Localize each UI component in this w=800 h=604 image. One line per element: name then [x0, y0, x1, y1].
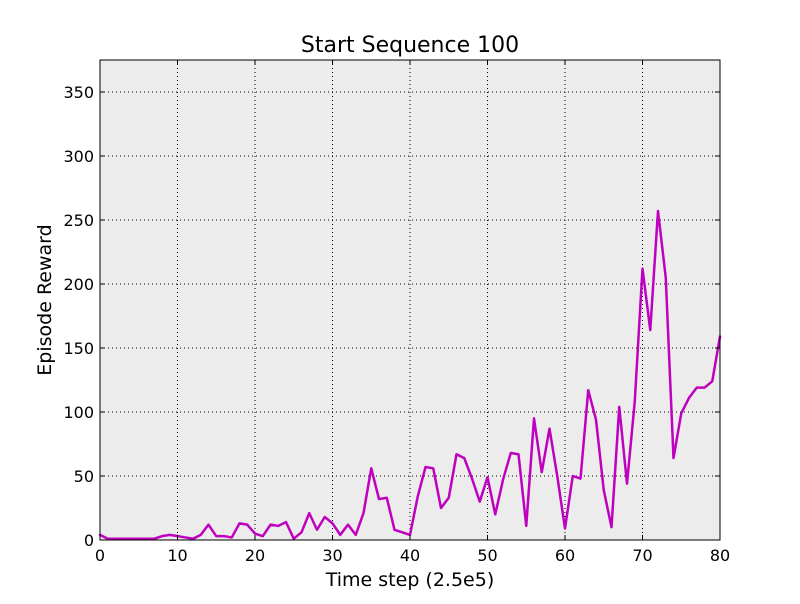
series-layer	[98, 209, 722, 540]
x-tick-label: 70	[632, 546, 652, 565]
chart-title: Start Sequence 100	[301, 33, 519, 58]
x-tick-label: 60	[555, 546, 575, 565]
x-tick-label: 0	[95, 546, 105, 565]
series-line	[98, 209, 722, 540]
y-tick-label: 250	[63, 211, 94, 230]
tick-labels: 0 10 20 30 40 50 60 70 80 0 50 100 150 200 250 300 350	[63, 83, 730, 565]
tick-marks	[99, 60, 721, 541]
x-tick-label: 80	[710, 546, 730, 565]
y-tick-label: 0	[84, 531, 94, 550]
y-tick-label: 50	[74, 467, 94, 486]
y-axis-title: Episode Reward	[34, 224, 56, 375]
x-tick-label: 40	[400, 546, 420, 565]
x-tick-label: 50	[477, 546, 497, 565]
grid-lines	[100, 60, 720, 540]
y-tick-label: 150	[63, 339, 94, 358]
y-tick-label: 200	[63, 275, 94, 294]
y-tick-label: 100	[63, 403, 94, 422]
x-tick-label: 10	[167, 546, 187, 565]
x-tick-label: 20	[245, 546, 265, 565]
y-tick-label: 350	[63, 83, 94, 102]
y-tick-label: 300	[63, 147, 94, 166]
x-axis-title: Time step (2.5e5)	[325, 569, 495, 591]
x-tick-label: 30	[322, 546, 342, 565]
